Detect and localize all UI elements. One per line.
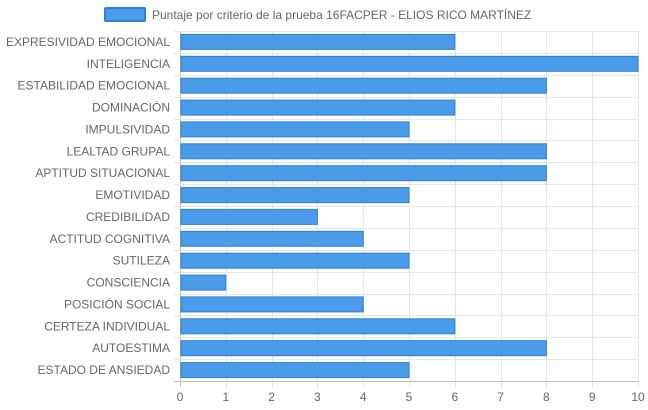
category-labels: EXPRESIVIDAD EMOCIONAL INTELIGENCIA ESTABI… [6, 35, 170, 377]
category-label: ACTITUD COGNITIVA [50, 232, 170, 246]
x-tick-labels: 0 1 2 3 4 5 6 7 8 9 10 [177, 390, 645, 404]
x-tick-label: 5 [406, 390, 413, 404]
bar[interactable] [180, 143, 547, 160]
x-tick-label: 2 [268, 390, 275, 404]
category-label: IMPULSIVIDAD [85, 122, 170, 136]
category-label: CONSCIENCIA [87, 276, 170, 290]
bar[interactable] [180, 340, 547, 357]
bar[interactable] [180, 121, 410, 138]
bar[interactable] [180, 33, 456, 50]
category-label: ESTADO DE ANSIEDAD [38, 363, 171, 377]
category-label: ESTABILIDAD EMOCIONAL [18, 79, 171, 93]
category-label: SUTILEZA [113, 254, 170, 268]
category-label: CERTEZA INDIVIDUAL [44, 319, 170, 333]
category-label: POSICIÓN SOCIAL [64, 296, 170, 311]
bars [180, 33, 639, 379]
category-label: INTELIGENCIA [87, 57, 170, 71]
category-label: LEALTAD GRUPAL [67, 144, 171, 158]
bar[interactable] [180, 274, 227, 291]
x-tick-label: 4 [360, 390, 367, 404]
bar[interactable] [180, 318, 456, 335]
x-tick-label: 8 [543, 390, 550, 404]
x-tick-label: 1 [222, 390, 229, 404]
bar[interactable] [180, 99, 456, 116]
category-label: AUTOESTIMA [92, 341, 170, 355]
bar[interactable] [180, 230, 364, 247]
legend-swatch [104, 7, 146, 22]
x-tick-label: 3 [314, 390, 321, 404]
category-label: APTITUD SITUACIONAL [35, 166, 170, 180]
bar[interactable] [180, 208, 318, 225]
x-tick-label: 7 [497, 390, 504, 404]
bar[interactable] [180, 296, 364, 313]
x-tick-label: 6 [451, 390, 458, 404]
bar[interactable] [180, 252, 410, 269]
legend[interactable]: Puntaje por criterio de la prueba 16FACP… [104, 7, 531, 22]
category-label: CREDIBILIDAD [86, 210, 170, 224]
bar[interactable] [180, 165, 547, 182]
bar[interactable] [180, 77, 547, 94]
bar[interactable] [180, 187, 410, 204]
bar[interactable] [180, 55, 639, 72]
bar[interactable] [180, 362, 410, 379]
category-label: EXPRESIVIDAD EMOCIONAL [6, 35, 170, 49]
x-tick-label: 10 [631, 390, 645, 404]
x-tick-label: 9 [589, 390, 596, 404]
category-label: DOMINACIÓN [92, 100, 170, 115]
x-tick-label: 0 [177, 390, 184, 404]
legend-label: Puntaje por criterio de la prueba 16FACP… [152, 7, 531, 22]
category-label: EMOTIVIDAD [95, 188, 170, 202]
